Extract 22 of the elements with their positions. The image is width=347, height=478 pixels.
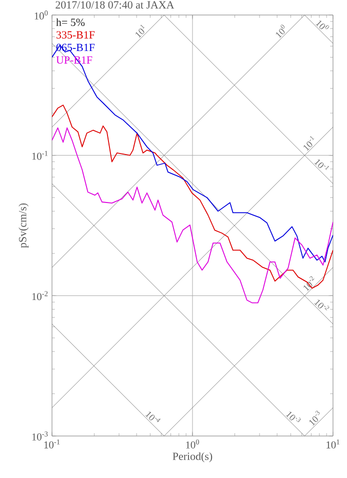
x-tick-label: 10$^{-1}$ [44, 440, 60, 448]
x-tick-label: 10$^{1}$ [326, 440, 340, 448]
y-tick-label: 10$^{0}$ [34, 10, 48, 20]
text: 10$^{-1}$ [314, 159, 330, 170]
text: 10$^{-3}$ [286, 412, 301, 422]
text: 10$^{1}$ [136, 24, 145, 38]
y-tick-label: 10$^{-3}$ [32, 432, 48, 440]
text: 10$^{-1}$ [304, 136, 314, 151]
text: 10$^{0}$ [316, 20, 330, 30]
x-tick-label: 10$^{0}$ [186, 440, 200, 448]
chart-title: 2017/10/18 07:40 at JAXA [56, 1, 174, 9]
y-tick-label: 10$^{-2}$ [32, 291, 48, 300]
text: 10$^{-2}$ [314, 300, 330, 310]
annotation: h= 5% [56, 18, 85, 26]
text: 10$^{-3}$ [309, 410, 320, 426]
x-axis-title: Period(s) [172, 452, 212, 462]
text: 10$^{0}$ [276, 24, 285, 38]
text: 335-B1F [56, 31, 95, 39]
y-axis-title: pSv(cm/s) [18, 203, 29, 248]
y-tick-label: 10$^{-1}$ [32, 150, 48, 160]
text: 10$^{-2}$ [304, 276, 314, 292]
text: 10$^{-4}$ [145, 412, 161, 422]
